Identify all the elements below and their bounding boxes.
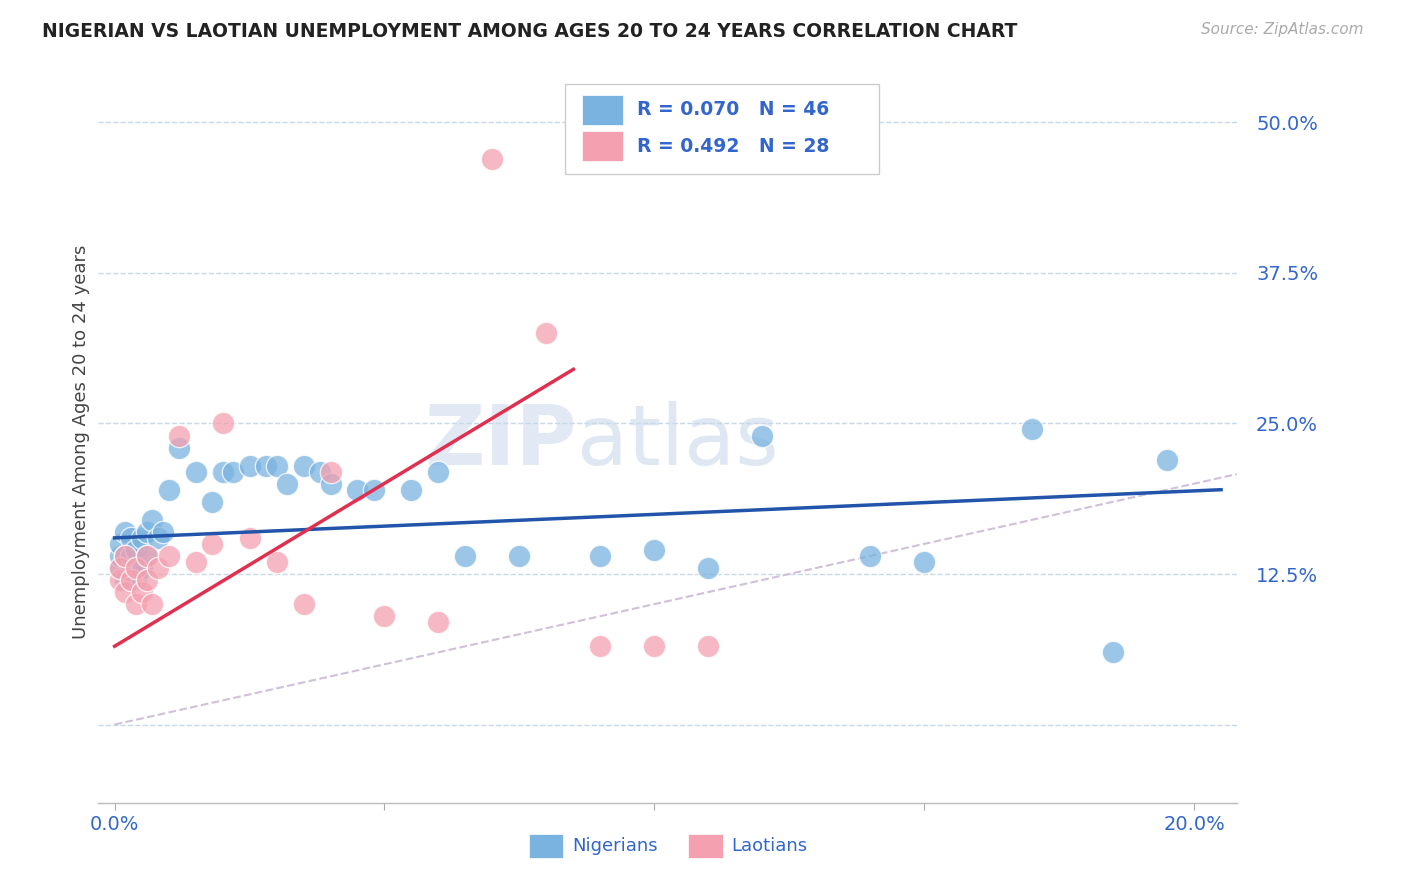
Point: [136, 573, 159, 587]
Point: [454, 549, 477, 563]
Point: [136, 549, 159, 563]
Point: [146, 561, 169, 575]
Point: [363, 483, 385, 497]
Point: [319, 476, 342, 491]
Point: [108, 561, 131, 575]
Point: [508, 549, 530, 563]
Point: [266, 555, 288, 569]
Point: [292, 597, 315, 611]
Point: [120, 549, 142, 563]
Point: [254, 458, 277, 473]
Point: [184, 555, 207, 569]
Point: [373, 609, 395, 624]
Point: [481, 152, 503, 166]
Point: [125, 597, 148, 611]
Point: [184, 465, 207, 479]
Point: [751, 428, 773, 442]
Point: [222, 465, 245, 479]
Point: [346, 483, 368, 497]
Point: [401, 483, 423, 497]
FancyBboxPatch shape: [582, 95, 623, 125]
Point: [536, 326, 558, 341]
Point: [136, 524, 159, 539]
Point: [157, 549, 180, 563]
Point: [697, 561, 720, 575]
FancyBboxPatch shape: [582, 131, 623, 161]
Point: [131, 561, 153, 575]
Point: [1102, 645, 1125, 659]
Point: [114, 549, 136, 563]
Point: [427, 465, 450, 479]
Point: [131, 531, 153, 545]
Point: [141, 513, 163, 527]
FancyBboxPatch shape: [689, 834, 723, 858]
Point: [292, 458, 315, 473]
Point: [120, 561, 142, 575]
Point: [114, 573, 136, 587]
Point: [114, 524, 136, 539]
Point: [169, 441, 191, 455]
Point: [146, 531, 169, 545]
Point: [859, 549, 882, 563]
Point: [266, 458, 288, 473]
Point: [125, 573, 148, 587]
Text: atlas: atlas: [576, 401, 779, 482]
Point: [319, 465, 342, 479]
Point: [211, 465, 233, 479]
Point: [114, 585, 136, 599]
Text: NIGERIAN VS LAOTIAN UNEMPLOYMENT AMONG AGES 20 TO 24 YEARS CORRELATION CHART: NIGERIAN VS LAOTIAN UNEMPLOYMENT AMONG A…: [42, 22, 1018, 41]
Point: [131, 585, 153, 599]
Point: [108, 573, 131, 587]
Point: [114, 549, 136, 563]
Point: [201, 494, 224, 508]
Text: R = 0.492   N = 28: R = 0.492 N = 28: [637, 136, 830, 155]
Point: [643, 639, 665, 653]
Point: [643, 542, 665, 557]
Point: [169, 428, 191, 442]
Point: [125, 542, 148, 557]
Point: [697, 639, 720, 653]
Point: [912, 555, 935, 569]
Point: [238, 458, 260, 473]
Point: [427, 615, 450, 630]
Point: [125, 561, 148, 575]
Point: [157, 483, 180, 497]
Y-axis label: Unemployment Among Ages 20 to 24 years: Unemployment Among Ages 20 to 24 years: [72, 244, 90, 639]
Point: [308, 465, 330, 479]
Point: [238, 531, 260, 545]
Point: [211, 417, 233, 431]
Point: [141, 597, 163, 611]
Text: ZIP: ZIP: [425, 401, 576, 482]
Text: Laotians: Laotians: [731, 838, 808, 855]
Point: [108, 561, 131, 575]
Point: [108, 549, 131, 563]
Point: [120, 573, 142, 587]
Text: Source: ZipAtlas.com: Source: ZipAtlas.com: [1201, 22, 1364, 37]
Text: R = 0.070   N = 46: R = 0.070 N = 46: [637, 101, 830, 120]
Point: [276, 476, 298, 491]
Text: Nigerians: Nigerians: [572, 838, 658, 855]
Point: [108, 537, 131, 551]
Point: [589, 639, 612, 653]
Point: [201, 537, 224, 551]
FancyBboxPatch shape: [565, 84, 879, 174]
Point: [136, 549, 159, 563]
Point: [152, 524, 174, 539]
Point: [1156, 452, 1178, 467]
Point: [120, 531, 142, 545]
Point: [589, 549, 612, 563]
Point: [1021, 423, 1043, 437]
FancyBboxPatch shape: [529, 834, 562, 858]
